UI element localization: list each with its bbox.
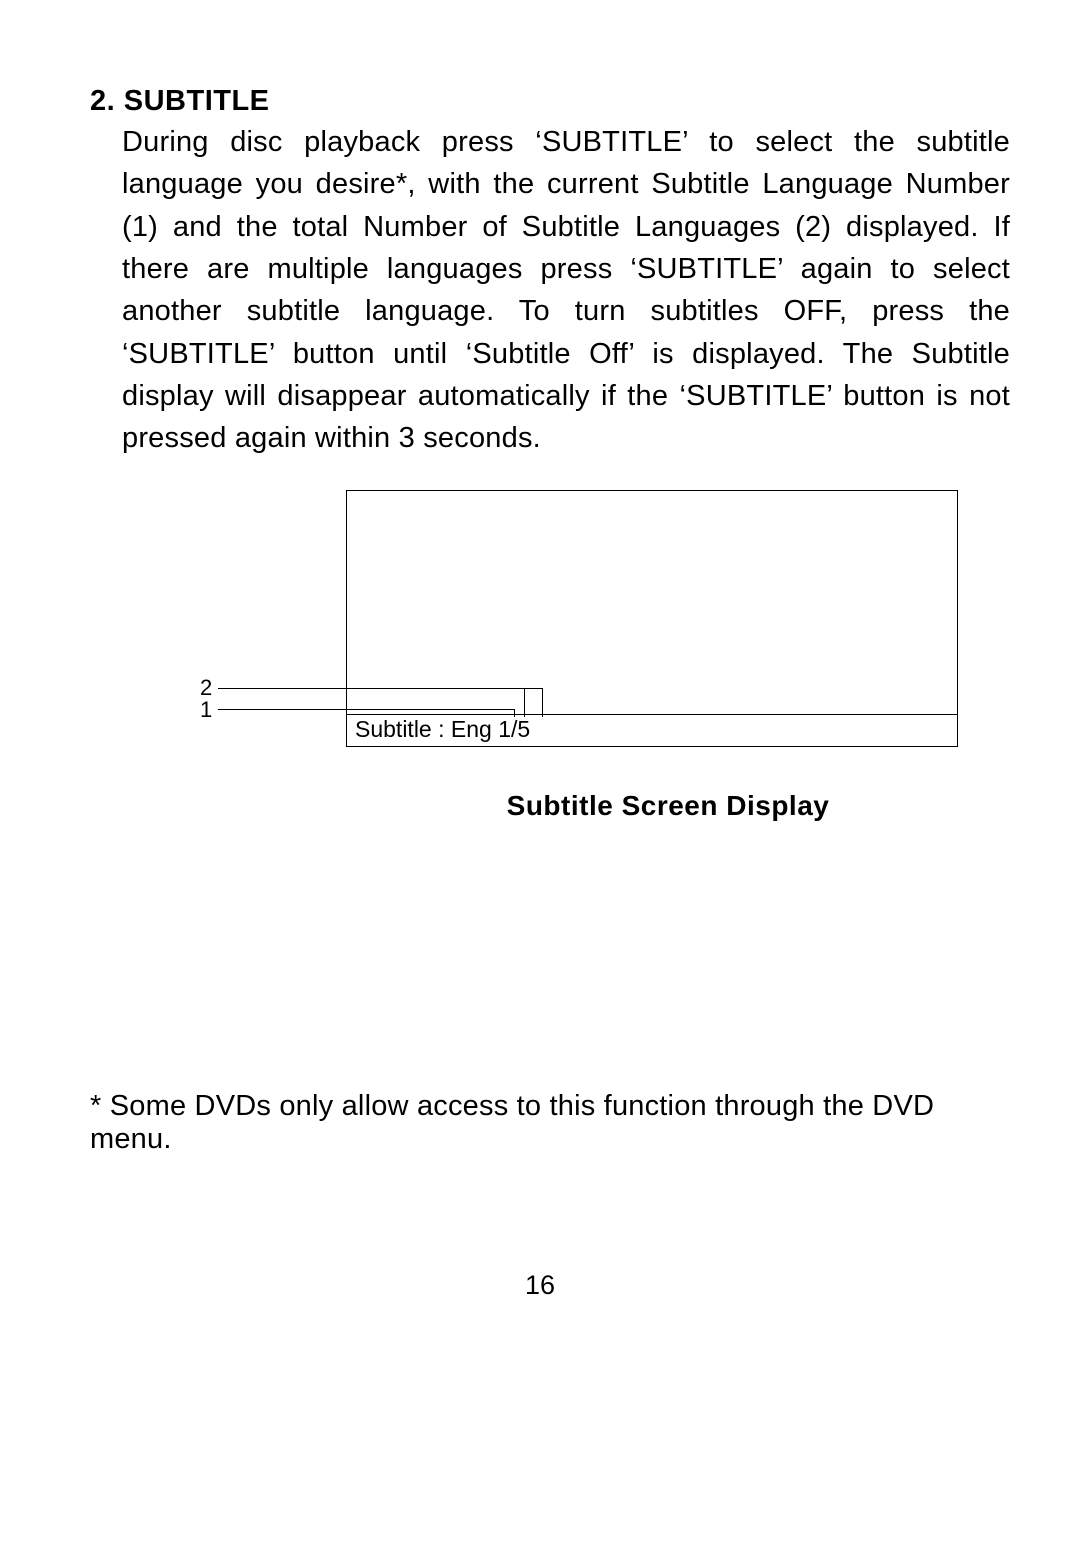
- callout-bracket-left: [524, 688, 525, 717]
- manual-page: 2. SUBTITLE During disc playback press ‘…: [0, 0, 1080, 1563]
- section-heading: 2. SUBTITLE: [90, 85, 1010, 118]
- callout-bracket-right: [542, 688, 543, 717]
- subtitle-diagram: Subtitle : Eng 1/5 2 1 Subtitle Screen D…: [90, 490, 990, 780]
- footnote: * Some DVDs only allow access to this fu…: [90, 1090, 1010, 1156]
- leader-line-1: [218, 709, 514, 710]
- leader-line-2: [218, 688, 533, 689]
- section-paragraph: During disc playback press ‘SUBTITLE’ to…: [122, 121, 1010, 460]
- subtitle-osd-text: Subtitle : Eng 1/5: [355, 716, 530, 743]
- callout-1: 1: [200, 697, 212, 723]
- subtitle-strip-divider: [347, 714, 957, 715]
- leader-line-1-tip: [514, 709, 515, 717]
- diagram-caption: Subtitle Screen Display: [362, 790, 974, 822]
- section-title: SUBTITLE: [124, 85, 270, 117]
- page-number: 16: [0, 1270, 1080, 1301]
- section-number: 2.: [90, 85, 115, 117]
